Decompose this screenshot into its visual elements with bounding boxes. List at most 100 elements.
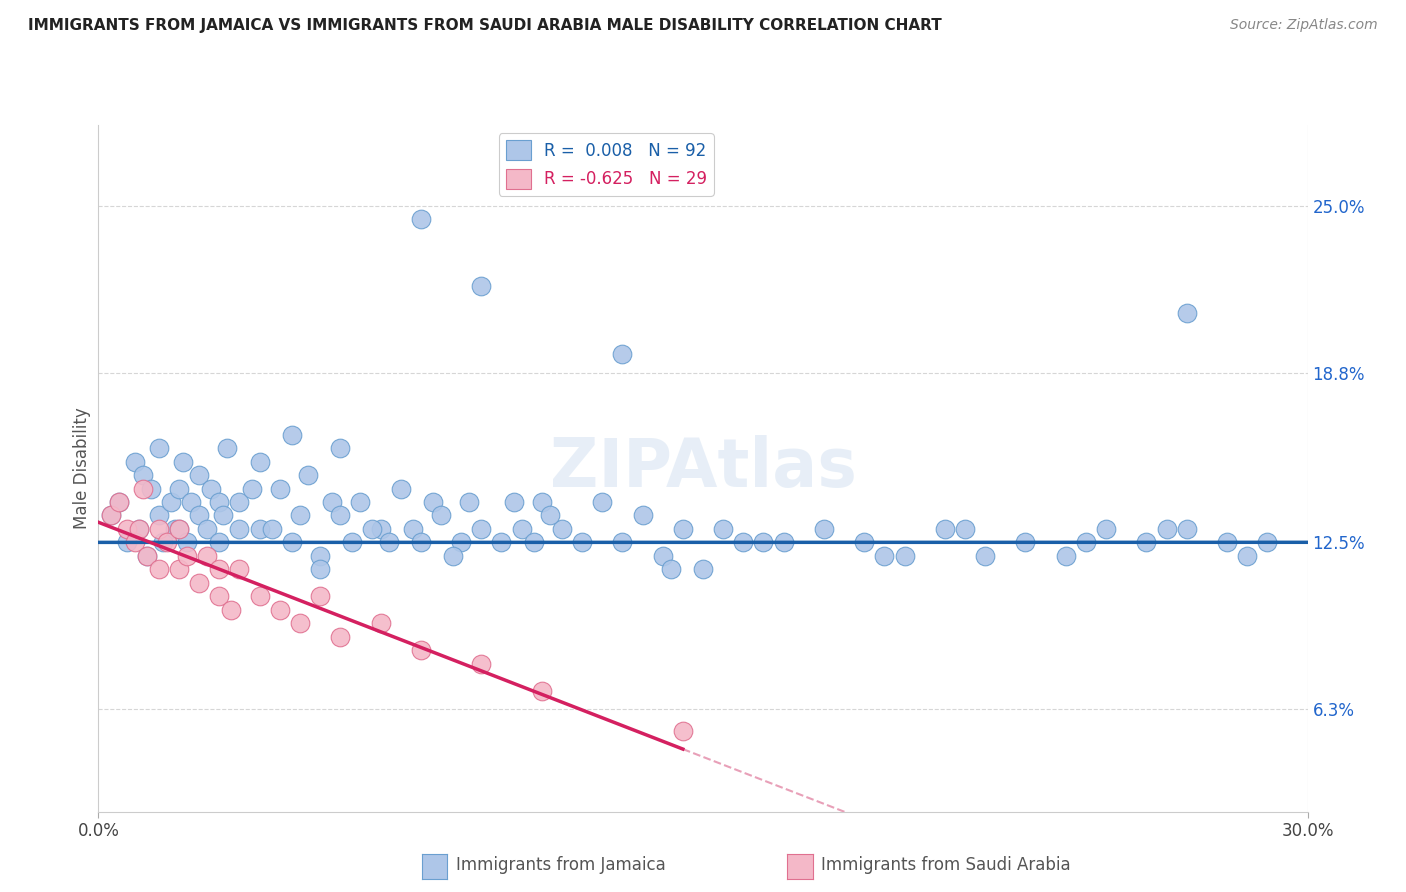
- Point: [148, 562, 170, 576]
- Point: [631, 508, 654, 523]
- Point: [172, 454, 194, 468]
- Point: [152, 535, 174, 549]
- Point: [240, 482, 263, 496]
- Point: [953, 522, 976, 536]
- Point: [538, 508, 561, 523]
- Point: [450, 535, 472, 549]
- Text: Source: ZipAtlas.com: Source: ZipAtlas.com: [1230, 18, 1378, 32]
- Point: [1135, 535, 1157, 549]
- Point: [409, 212, 432, 227]
- Point: [551, 522, 574, 536]
- Point: [502, 495, 524, 509]
- Point: [115, 535, 138, 549]
- Point: [893, 549, 915, 563]
- Point: [1216, 535, 1239, 549]
- Point: [188, 575, 211, 590]
- Point: [651, 549, 673, 563]
- Point: [1175, 522, 1198, 536]
- Point: [228, 562, 250, 576]
- Point: [195, 522, 218, 536]
- Y-axis label: Male Disability: Male Disability: [73, 408, 91, 529]
- Point: [167, 522, 190, 536]
- Point: [124, 535, 146, 549]
- Point: [1156, 522, 1178, 536]
- Point: [430, 508, 453, 523]
- Point: [249, 522, 271, 536]
- Point: [389, 482, 412, 496]
- Point: [135, 549, 157, 563]
- Point: [329, 441, 352, 455]
- Point: [523, 535, 546, 549]
- Point: [176, 535, 198, 549]
- Point: [409, 643, 432, 657]
- Point: [470, 657, 492, 671]
- Point: [269, 603, 291, 617]
- Point: [659, 562, 682, 576]
- Point: [208, 535, 231, 549]
- Point: [269, 482, 291, 496]
- Point: [402, 522, 425, 536]
- Point: [422, 495, 444, 509]
- Point: [107, 495, 129, 509]
- Point: [1256, 535, 1278, 549]
- Text: ZIPAtlas: ZIPAtlas: [550, 435, 856, 501]
- Point: [510, 522, 533, 536]
- Point: [163, 522, 186, 536]
- Point: [591, 495, 613, 509]
- Point: [309, 589, 332, 603]
- Point: [228, 495, 250, 509]
- Point: [1014, 535, 1036, 549]
- Point: [458, 495, 481, 509]
- Point: [530, 495, 553, 509]
- Point: [208, 562, 231, 576]
- Point: [212, 508, 235, 523]
- Point: [100, 508, 122, 523]
- Point: [139, 482, 162, 496]
- Point: [370, 616, 392, 631]
- Point: [128, 522, 150, 536]
- Point: [1054, 549, 1077, 563]
- Point: [309, 562, 332, 576]
- Point: [934, 522, 956, 536]
- Point: [692, 562, 714, 576]
- Text: Immigrants from Jamaica: Immigrants from Jamaica: [456, 856, 665, 874]
- Point: [1236, 549, 1258, 563]
- Point: [221, 603, 243, 617]
- Point: [124, 454, 146, 468]
- Point: [107, 495, 129, 509]
- Point: [281, 427, 304, 442]
- Point: [167, 482, 190, 496]
- Point: [156, 535, 179, 549]
- Point: [361, 522, 384, 536]
- Point: [711, 522, 734, 536]
- Point: [377, 535, 399, 549]
- Point: [115, 522, 138, 536]
- Point: [167, 522, 190, 536]
- Text: Immigrants from Saudi Arabia: Immigrants from Saudi Arabia: [821, 856, 1071, 874]
- Legend: R =  0.008   N = 92, R = -0.625   N = 29: R = 0.008 N = 92, R = -0.625 N = 29: [499, 133, 714, 195]
- Point: [470, 522, 492, 536]
- Point: [180, 495, 202, 509]
- Point: [1095, 522, 1118, 536]
- Point: [873, 549, 896, 563]
- Point: [752, 535, 775, 549]
- Point: [530, 683, 553, 698]
- Point: [160, 495, 183, 509]
- Point: [853, 535, 876, 549]
- Point: [1175, 306, 1198, 320]
- Point: [772, 535, 794, 549]
- Point: [132, 482, 155, 496]
- Point: [329, 630, 352, 644]
- Point: [148, 441, 170, 455]
- Point: [249, 454, 271, 468]
- Point: [288, 508, 311, 523]
- Point: [672, 723, 695, 738]
- Point: [217, 441, 239, 455]
- Point: [309, 549, 332, 563]
- Point: [176, 549, 198, 563]
- Point: [571, 535, 593, 549]
- Point: [188, 468, 211, 483]
- Point: [148, 508, 170, 523]
- Point: [974, 549, 997, 563]
- Point: [208, 589, 231, 603]
